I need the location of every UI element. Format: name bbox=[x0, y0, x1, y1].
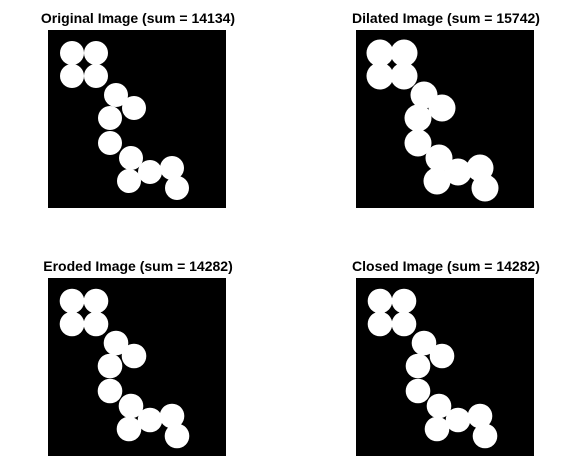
original-image bbox=[48, 30, 226, 208]
panel-title-eroded: Eroded Image (sum = 14282) bbox=[43, 258, 233, 274]
blob-disk-11 bbox=[116, 416, 142, 442]
blob-disk-3 bbox=[84, 64, 108, 88]
panel-title-dilated: Dilated Image (sum = 15742) bbox=[352, 10, 540, 26]
blob-disk-5 bbox=[121, 343, 147, 369]
blob-disk-5 bbox=[428, 94, 456, 122]
blob-disk-2 bbox=[60, 64, 84, 88]
blob-disk-11 bbox=[117, 169, 141, 193]
blob-disk-3 bbox=[390, 62, 418, 90]
blob-disk-12 bbox=[471, 174, 499, 202]
panel-title-closed: Closed Image (sum = 14282) bbox=[352, 258, 540, 274]
blob-disk-10 bbox=[160, 156, 184, 180]
blob-disk-8 bbox=[119, 146, 143, 170]
blob-disk-8 bbox=[118, 393, 144, 419]
blob-disk-6 bbox=[405, 353, 431, 379]
blob-disk-0 bbox=[367, 288, 393, 314]
blob-disk-5 bbox=[429, 343, 455, 369]
blob-disk-12 bbox=[165, 176, 189, 200]
blob-disk-8 bbox=[425, 144, 453, 172]
blob-disk-7 bbox=[405, 378, 431, 404]
blob-disk-1 bbox=[84, 41, 108, 65]
blob-disk-8 bbox=[426, 393, 452, 419]
blob-disk-9 bbox=[444, 158, 472, 186]
blob-disk-9 bbox=[138, 160, 162, 184]
blob-disk-3 bbox=[391, 311, 417, 337]
blob-disk-2 bbox=[367, 311, 393, 337]
blob-disk-0 bbox=[59, 288, 85, 314]
blob-disk-10 bbox=[159, 403, 185, 429]
blob-disk-4 bbox=[104, 83, 128, 107]
blob-disk-3 bbox=[83, 311, 109, 337]
blob-disk-6 bbox=[97, 353, 123, 379]
blob-disk-7 bbox=[98, 131, 122, 155]
blob-disk-0 bbox=[60, 41, 84, 65]
blob-disk-1 bbox=[391, 288, 417, 314]
dilated-image bbox=[356, 30, 534, 208]
blob-disk-1 bbox=[390, 39, 418, 67]
blob-disk-0 bbox=[366, 39, 394, 67]
blob-disk-7 bbox=[404, 129, 432, 157]
blob-disk-1 bbox=[83, 288, 109, 314]
blob-disk-12 bbox=[164, 423, 190, 449]
blob-disk-9 bbox=[137, 407, 163, 433]
blob-disk-7 bbox=[97, 378, 123, 404]
blob-disk-6 bbox=[404, 104, 432, 132]
blob-disk-12 bbox=[472, 423, 498, 449]
blob-disk-4 bbox=[103, 330, 129, 356]
panel-title-original: Original Image (sum = 14134) bbox=[40, 10, 236, 26]
blob-disk-9 bbox=[445, 407, 471, 433]
blob-disk-10 bbox=[467, 403, 493, 429]
blob-disk-2 bbox=[366, 62, 394, 90]
blob-disk-6 bbox=[98, 106, 122, 130]
blob-disk-2 bbox=[59, 311, 85, 337]
blob-disk-4 bbox=[411, 330, 437, 356]
closed-image bbox=[356, 278, 534, 456]
eroded-image bbox=[48, 278, 226, 456]
blob-disk-5 bbox=[122, 96, 146, 120]
blob-disk-11 bbox=[423, 167, 451, 195]
blob-disk-11 bbox=[424, 416, 450, 442]
